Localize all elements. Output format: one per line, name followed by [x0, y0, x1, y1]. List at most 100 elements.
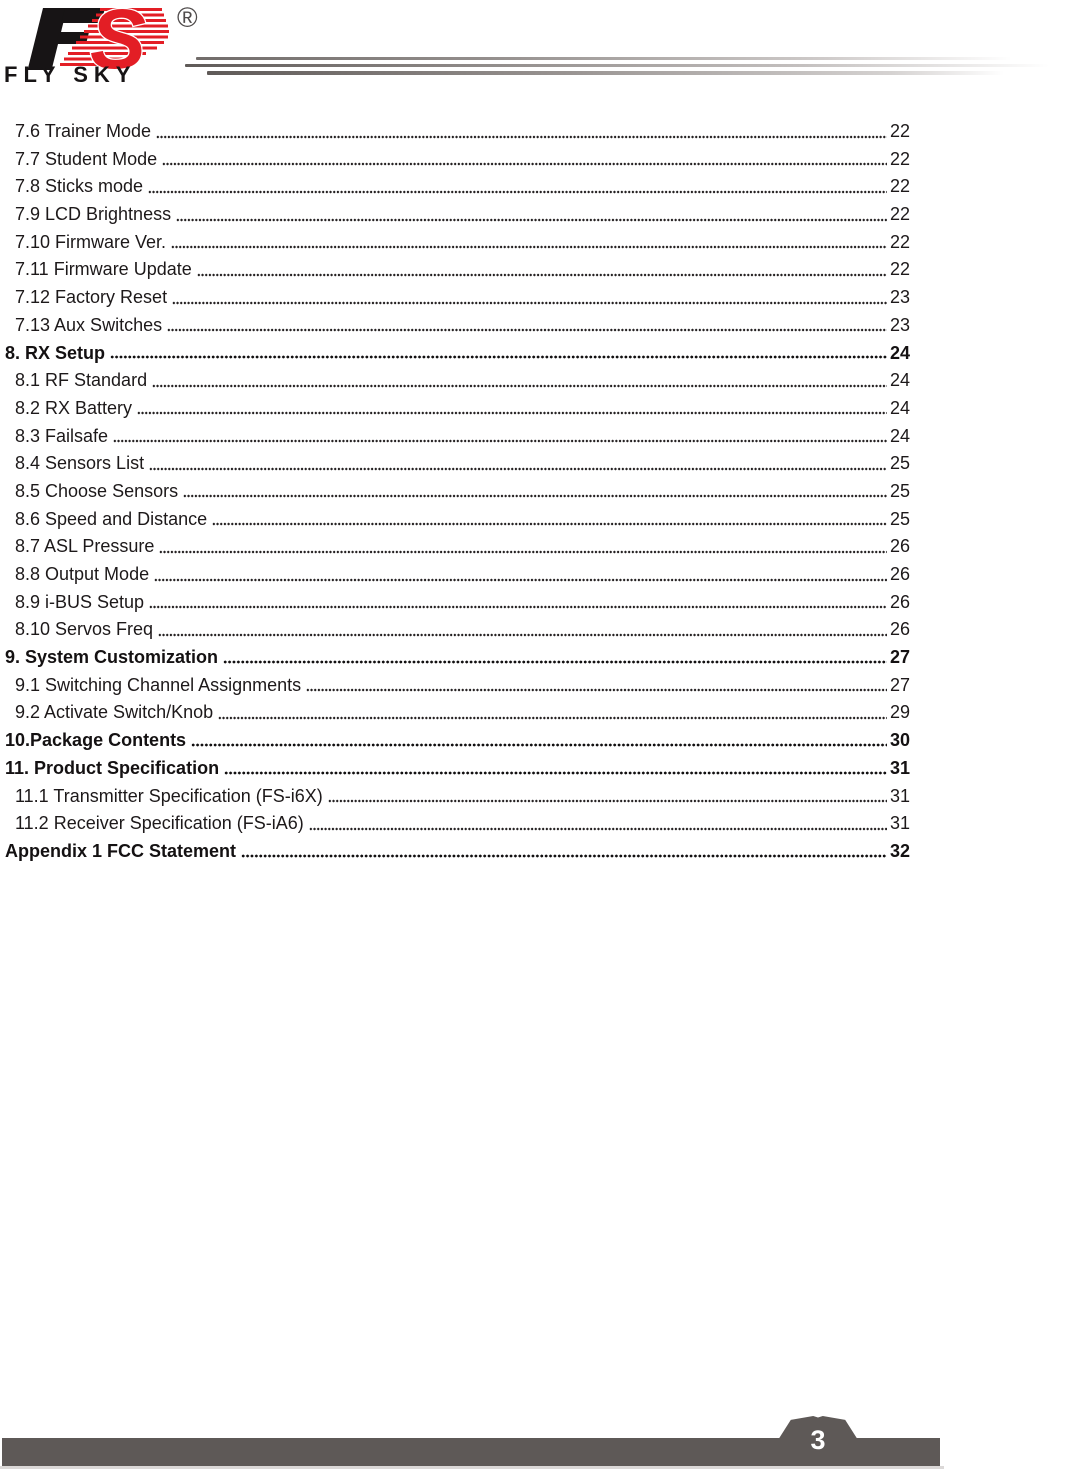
toc-leader-dots [110, 339, 887, 368]
toc-entry-page-number: 29 [889, 702, 910, 723]
toc-entry-label: 8.10 Servos Freq [15, 619, 154, 640]
toc-entry-page-number: 24 [889, 342, 910, 363]
toc-entry-label: 11.1 Transmitter Specification (FS-i6X) [15, 785, 323, 806]
toc-entry: 7.12 Factory Reset 23 [5, 284, 910, 312]
header-rule-line-2 [185, 64, 1067, 67]
toc-leader-dots [196, 256, 887, 285]
toc-entry-label: 8.4 Sensors List [15, 453, 145, 474]
toc-entry-page-number: 22 [889, 204, 910, 225]
toc-entry: 8.8 Output Mode 26 [5, 561, 910, 589]
toc-entry-page-number: 27 [889, 647, 910, 668]
toc-entry-label: 11.2 Receiver Specification (FS-iA6) [15, 813, 304, 834]
toc-entry-page-number: 22 [889, 176, 910, 197]
toc-entry-page-number: 24 [889, 425, 910, 446]
toc-leader-dots [158, 616, 887, 645]
footer-page-tab [778, 1416, 858, 1440]
toc-entry: 9.1 Switching Channel Assignments 27 [5, 671, 910, 700]
toc-entry: Appendix 1 FCC Statement 32 [5, 837, 910, 866]
toc-leader-dots [308, 810, 887, 838]
toc-entry-page-number: 27 [889, 674, 910, 695]
toc-entry-label: 8.7 ASL Pressure [15, 536, 155, 557]
toc-leader-dots [113, 422, 887, 451]
toc-leader-dots [171, 228, 887, 257]
toc-leader-dots [156, 118, 887, 146]
toc-entry-label: 8.8 Output Mode [15, 564, 150, 584]
header-rule-line-3 [207, 71, 1012, 75]
toc-leader-dots [149, 450, 887, 478]
toc-entry-page-number: 26 [889, 591, 910, 612]
toc-entry-label: 8.9 i-BUS Setup [15, 591, 145, 612]
table-of-contents: 7.6 Trainer Mode 22 7.7 Student Mode 22 … [5, 118, 910, 866]
toc-entry-page-number: 22 [889, 259, 910, 280]
toc-entry-page-number: 25 [889, 508, 910, 529]
toc-entry: 9. System Customization 27 [5, 644, 910, 672]
toc-leader-dots [162, 145, 887, 174]
toc-leader-dots [176, 201, 887, 229]
toc-leader-dots [223, 644, 887, 672]
toc-entry-page-number: 31 [889, 785, 910, 806]
toc-entry-page-number: 22 [889, 121, 910, 141]
toc-leader-dots [152, 367, 887, 395]
toc-entry: 10.Package Contents 30 [5, 727, 910, 755]
toc-entry-label: 7.9 LCD Brightness [15, 204, 172, 225]
toc-entry-label: 7.7 Student Mode [15, 148, 158, 169]
toc-leader-dots [154, 561, 887, 589]
toc-leader-dots [224, 754, 887, 783]
toc-leader-dots [218, 699, 887, 728]
toc-entry: 7.9 LCD Brightness 22 [5, 201, 910, 229]
toc-entry: 7.13 Aux Switches 23 [5, 311, 910, 340]
toc-entry-page-number: 24 [889, 370, 910, 391]
toc-entry: 8.7 ASL Pressure 26 [5, 533, 910, 561]
toc-entry-page-number: 32 [889, 840, 910, 861]
header-rule-line-1 [196, 57, 1037, 60]
toc-entry-label: 7.13 Aux Switches [15, 314, 163, 335]
toc-entry-label: 7.6 Trainer Mode [15, 121, 152, 141]
footer-bar [2, 1438, 940, 1466]
toc-entry-label: 10.Package Contents [5, 730, 187, 751]
toc-entry: 7.7 Student Mode 22 [5, 145, 910, 174]
toc-entry: 8.9 i-BUS Setup 26 [5, 588, 910, 617]
toc-entry-label: Appendix 1 FCC Statement [5, 840, 237, 861]
toc-entry-page-number: 26 [889, 619, 910, 640]
toc-entry-page-number: 23 [889, 287, 910, 308]
toc-entry: 7.10 Firmware Ver. 22 [5, 228, 910, 257]
toc-entry: 11.2 Receiver Specification (FS-iA6) 31 [5, 810, 910, 838]
toc-entry-page-number: 23 [889, 314, 910, 335]
toc-entry: 8.10 Servos Freq 26 [5, 616, 910, 645]
toc-leader-dots [327, 782, 887, 811]
toc-entry: 11.1 Transmitter Specification (FS-i6X) … [5, 782, 910, 811]
toc-leader-dots [137, 394, 887, 423]
toc-entry-label: 8.2 RX Battery [15, 397, 133, 418]
toc-leader-dots [148, 173, 887, 202]
toc-entry: 8.5 Choose Sensors 25 [5, 477, 910, 506]
toc-entry-page-number: 25 [889, 480, 910, 501]
toc-entry-page-number: 24 [889, 397, 910, 418]
toc-entry-page-number: 31 [889, 757, 910, 778]
flysky-logo-mark-icon: S [27, 4, 169, 74]
toc-entry-page-number: 22 [889, 148, 910, 169]
toc-entry: 9.2 Activate Switch/Knob 29 [5, 699, 910, 728]
toc-entry: 8.6 Speed and Distance 25 [5, 505, 910, 534]
toc-entry: 8.4 Sensors List 25 [5, 450, 910, 478]
toc-entry-label: 7.11 Firmware Update [15, 259, 192, 280]
toc-entry-label: 7.12 Factory Reset [15, 287, 168, 308]
footer-underline [0, 1466, 944, 1469]
toc-entry-page-number: 31 [889, 813, 910, 834]
toc-leader-dots [183, 477, 887, 506]
flysky-brand-text: FLY SKY [4, 62, 137, 87]
toc-leader-dots [306, 671, 887, 700]
flysky-logo: S ® FLY SKY [2, 4, 212, 94]
toc-entry-page-number: 26 [889, 536, 910, 557]
toc-leader-dots [172, 284, 887, 312]
toc-entry-label: 7.10 Firmware Ver. [15, 231, 167, 252]
toc-entry: 7.6 Trainer Mode 22 [5, 118, 910, 146]
toc-leader-dots [212, 505, 887, 534]
toc-entry-label: 9.1 Switching Channel Assignments [15, 674, 302, 695]
toc-entry: 7.11 Firmware Update 22 [5, 256, 910, 285]
toc-entry: 11. Product Specification 31 [5, 754, 910, 783]
toc-entry-label: 11. Product Specification [5, 757, 220, 778]
toc-entry-page-number: 25 [889, 453, 910, 474]
toc-leader-dots [149, 588, 887, 617]
toc-leader-dots [241, 837, 887, 866]
